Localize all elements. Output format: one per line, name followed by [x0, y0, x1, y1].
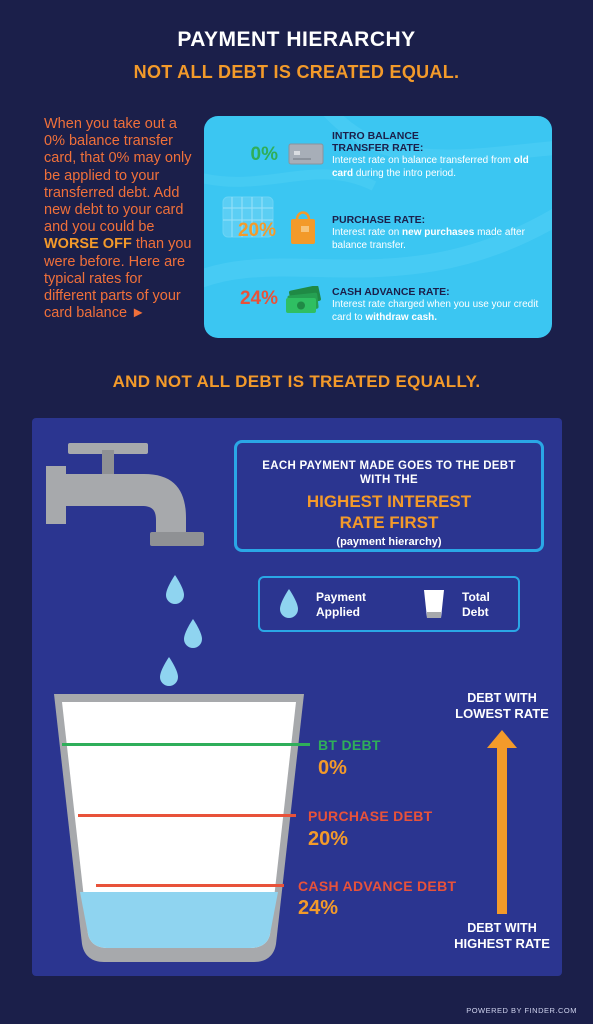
- arrow-top-line1: DEBT WITH: [467, 691, 537, 705]
- intro-text-start: When you take out a 0% balance transfer …: [44, 116, 192, 236]
- payment-drop-icon: [280, 589, 298, 618]
- water-drop-icon: [184, 619, 202, 648]
- cash-advance-debt-label: CASH ADVANCE DEBT: [298, 878, 457, 894]
- payment-hierarchy-callout: EACH PAYMENT MADE GOES TO THE DEBT WITH …: [234, 440, 544, 552]
- legend-payment-line2: Applied: [316, 605, 360, 619]
- rate-text-intro: INTRO BALANCE TRANSFER RATE: Interest ra…: [332, 130, 546, 180]
- rate-desc-intro-start: Interest rate on balance transferred fro…: [332, 155, 514, 166]
- legend-total: Total Debt: [462, 590, 490, 620]
- bt-debt-level-line: [62, 743, 310, 746]
- intro-highlight: WORSE OFF: [44, 236, 132, 253]
- arrow-top-line2: LOWEST RATE: [455, 706, 549, 721]
- rate-desc-cash-bold: withdraw cash.: [365, 312, 438, 323]
- bt-debt-label: BT DEBT: [318, 737, 381, 753]
- callout-highlight-line1: HIGHEST INTEREST: [306, 492, 472, 511]
- rate-text-purchase: PURCHASE RATE: Interest rate on new purc…: [332, 214, 546, 252]
- rate-desc-intro-end: during the intro period.: [353, 168, 456, 179]
- legend-total-line2: Debt: [462, 605, 489, 619]
- purchase-debt-percent: 20%: [308, 828, 349, 850]
- rate-desc-cash: Interest rate charged when you use your …: [332, 298, 546, 324]
- rate-percent-cash: 24%: [239, 288, 278, 309]
- callout-line2: WITH THE: [360, 474, 418, 486]
- rate-title-intro-line1: INTRO BALANCE: [332, 130, 419, 142]
- card-swirl-decoration: [204, 116, 552, 288]
- legend-payment: Payment Applied: [316, 590, 366, 620]
- page-subtitle: NOT ALL DEBT IS CREATED EQUAL.: [133, 62, 460, 82]
- rate-percent-purchase: 20%: [237, 220, 276, 241]
- page-title: PAYMENT HIERARCHY: [177, 28, 416, 51]
- water-drop-icon: [160, 657, 178, 686]
- rate-title-purchase: PURCHASE RATE:: [332, 214, 426, 226]
- rate-desc-intro-bold: old card: [332, 155, 529, 179]
- arrow-bottom-label: DEBT WITH HIGHEST RATE: [432, 920, 572, 952]
- powered-by-credit: POWERED BY FINDER.COM: [466, 1006, 577, 1015]
- shopping-bag-icon: [291, 211, 315, 244]
- purchase-debt-level-line: [78, 814, 296, 817]
- rate-title-intro-line2: TRANSFER RATE:: [332, 142, 424, 154]
- debt-cup-illustration: [54, 694, 304, 962]
- rates-card: 0% INTRO BALANCE TRANSFER RATE: Interest…: [204, 116, 552, 338]
- rate-desc-purchase: Interest rate on new purchases made afte…: [332, 226, 546, 252]
- rate-desc-cash-start: Interest rate charged when you use your …: [332, 299, 539, 323]
- intro-text-end: than you were before. Here are typical r…: [44, 236, 192, 322]
- callout-highlight-line2: RATE FIRST: [339, 513, 439, 532]
- intro-paragraph: When you take out a 0% balance transfer …: [44, 116, 196, 322]
- callout-subtext: (payment hierarchy): [336, 536, 442, 548]
- legend-payment-line1: Payment: [316, 590, 367, 604]
- cash-advance-debt-percent: 24%: [298, 897, 339, 919]
- water-drop-icon: [166, 575, 184, 604]
- purchase-debt-label: PURCHASE DEBT: [308, 808, 433, 824]
- legend-total-line1: Total: [462, 590, 490, 604]
- arrow-top-label: DEBT WITH LOWEST RATE: [432, 690, 572, 722]
- arrow-bottom-line1: DEBT WITH: [467, 921, 537, 935]
- total-debt-cup-icon: [424, 590, 444, 618]
- rate-percent-intro: 0%: [250, 144, 278, 165]
- bt-debt-percent: 0%: [318, 757, 347, 779]
- credit-card-icon: [288, 143, 324, 165]
- faucet-icon: [46, 443, 204, 546]
- legend-box: Payment Applied Total Debt: [258, 576, 520, 632]
- rate-title-cash: CASH ADVANCE RATE:: [332, 286, 450, 298]
- rate-desc-purchase-start: Interest rate on: [332, 227, 403, 238]
- callout-line1: EACH PAYMENT MADE GOES TO THE DEBT: [262, 460, 516, 472]
- rate-desc-purchase-end: made after balance transfer.: [332, 227, 525, 251]
- rate-desc-intro: Interest rate on balance transferred fro…: [332, 154, 546, 180]
- card-chip-pattern-icon: [222, 196, 274, 238]
- arrow-bottom-line2: HIGHEST RATE: [454, 936, 550, 951]
- cash-icon: [286, 286, 321, 313]
- section-heading: AND NOT ALL DEBT IS TREATED EQUALLY.: [112, 372, 481, 391]
- rate-text-cash: CASH ADVANCE RATE: Interest rate charged…: [332, 286, 546, 324]
- rate-desc-purchase-bold: new purchases: [402, 227, 475, 238]
- cash-debt-level-line: [96, 884, 284, 887]
- up-arrow-icon: [487, 730, 517, 914]
